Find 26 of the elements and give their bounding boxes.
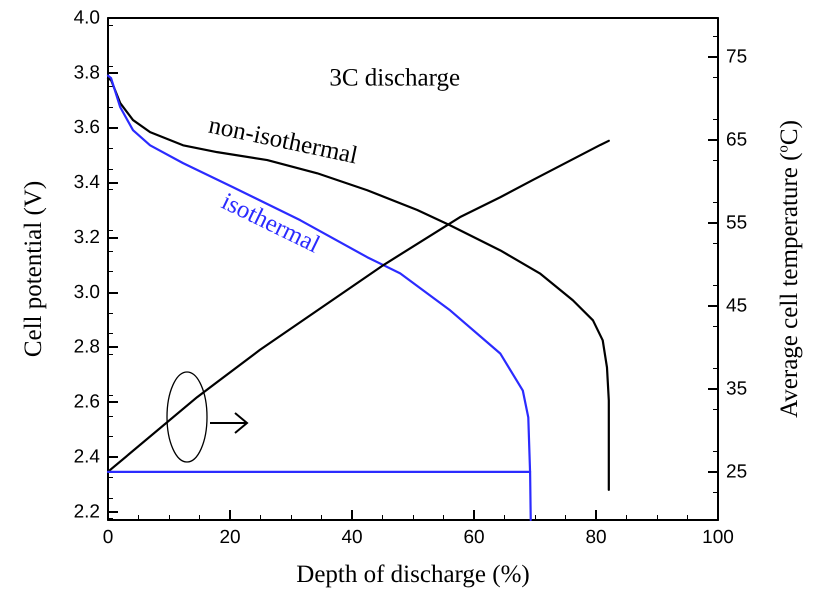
y2-tick-label: 75 [726, 46, 748, 68]
x-tick-label: 20 [219, 527, 241, 548]
y-axis-title: Cell potential (V) [20, 180, 47, 358]
y2-tick-label: 45 [726, 295, 748, 316]
annotation: 3C discharge [329, 64, 460, 92]
y-tick-label: 4.0 [74, 8, 100, 28]
x-tick-label: 80 [585, 527, 607, 548]
y2-tick-label: 65 [726, 129, 748, 150]
y-tick-label: 3.0 [74, 282, 100, 303]
x-tick-label: 40 [341, 527, 363, 548]
x-axis-title: Depth of discharge (%) [296, 561, 530, 588]
y2-axis-title: Average cell temperature (oC) [776, 120, 803, 418]
y-tick-label: 2.6 [74, 392, 100, 413]
y2-tick-label: 25 [726, 461, 748, 482]
y-tick-label: 3.2 [74, 226, 100, 248]
y2-tick-label: 55 [726, 212, 748, 234]
x-tick-label: 0 [102, 527, 114, 548]
y-tick-label: 2.4 [74, 446, 100, 468]
y-tick-label: 3.4 [74, 172, 100, 194]
y-tick-label: 3.6 [74, 117, 100, 138]
x-tick-label: 100 [702, 527, 734, 548]
y-tick-label: 3.8 [74, 62, 100, 84]
y-tick-label: 2.2 [74, 501, 100, 522]
x-tick-label: 60 [463, 527, 485, 548]
y-tick-label: 2.8 [74, 336, 100, 358]
y2-tick-label: 35 [726, 378, 748, 400]
